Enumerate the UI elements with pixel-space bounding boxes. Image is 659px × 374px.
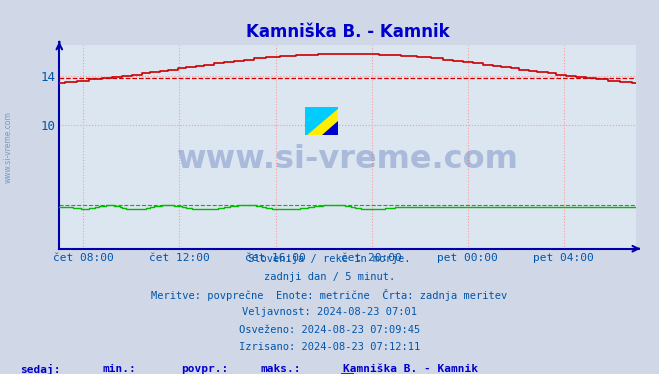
Text: Kamniška B. - Kamnik: Kamniška B. - Kamnik bbox=[343, 364, 478, 374]
Text: Izrisano: 2024-08-23 07:12:11: Izrisano: 2024-08-23 07:12:11 bbox=[239, 342, 420, 352]
Text: min.:: min.: bbox=[102, 364, 136, 374]
Text: www.si-vreme.com: www.si-vreme.com bbox=[177, 144, 519, 175]
Polygon shape bbox=[322, 122, 338, 135]
Text: povpr.:: povpr.: bbox=[181, 364, 229, 374]
Text: sedaj:: sedaj: bbox=[20, 364, 60, 374]
Text: www.si-vreme.com: www.si-vreme.com bbox=[3, 111, 13, 183]
Text: Slovenija / reke in morje.: Slovenija / reke in morje. bbox=[248, 254, 411, 264]
Polygon shape bbox=[305, 107, 338, 135]
Text: Osveženo: 2024-08-23 07:09:45: Osveženo: 2024-08-23 07:09:45 bbox=[239, 325, 420, 335]
Text: zadnji dan / 5 minut.: zadnji dan / 5 minut. bbox=[264, 272, 395, 282]
Polygon shape bbox=[305, 107, 338, 135]
Text: Veljavnost: 2024-08-23 07:01: Veljavnost: 2024-08-23 07:01 bbox=[242, 307, 417, 317]
Text: maks.:: maks.: bbox=[260, 364, 301, 374]
Text: Meritve: povprečne  Enote: metrične  Črta: zadnja meritev: Meritve: povprečne Enote: metrične Črta:… bbox=[152, 289, 507, 301]
Title: Kamniška B. - Kamnik: Kamniška B. - Kamnik bbox=[246, 22, 449, 40]
